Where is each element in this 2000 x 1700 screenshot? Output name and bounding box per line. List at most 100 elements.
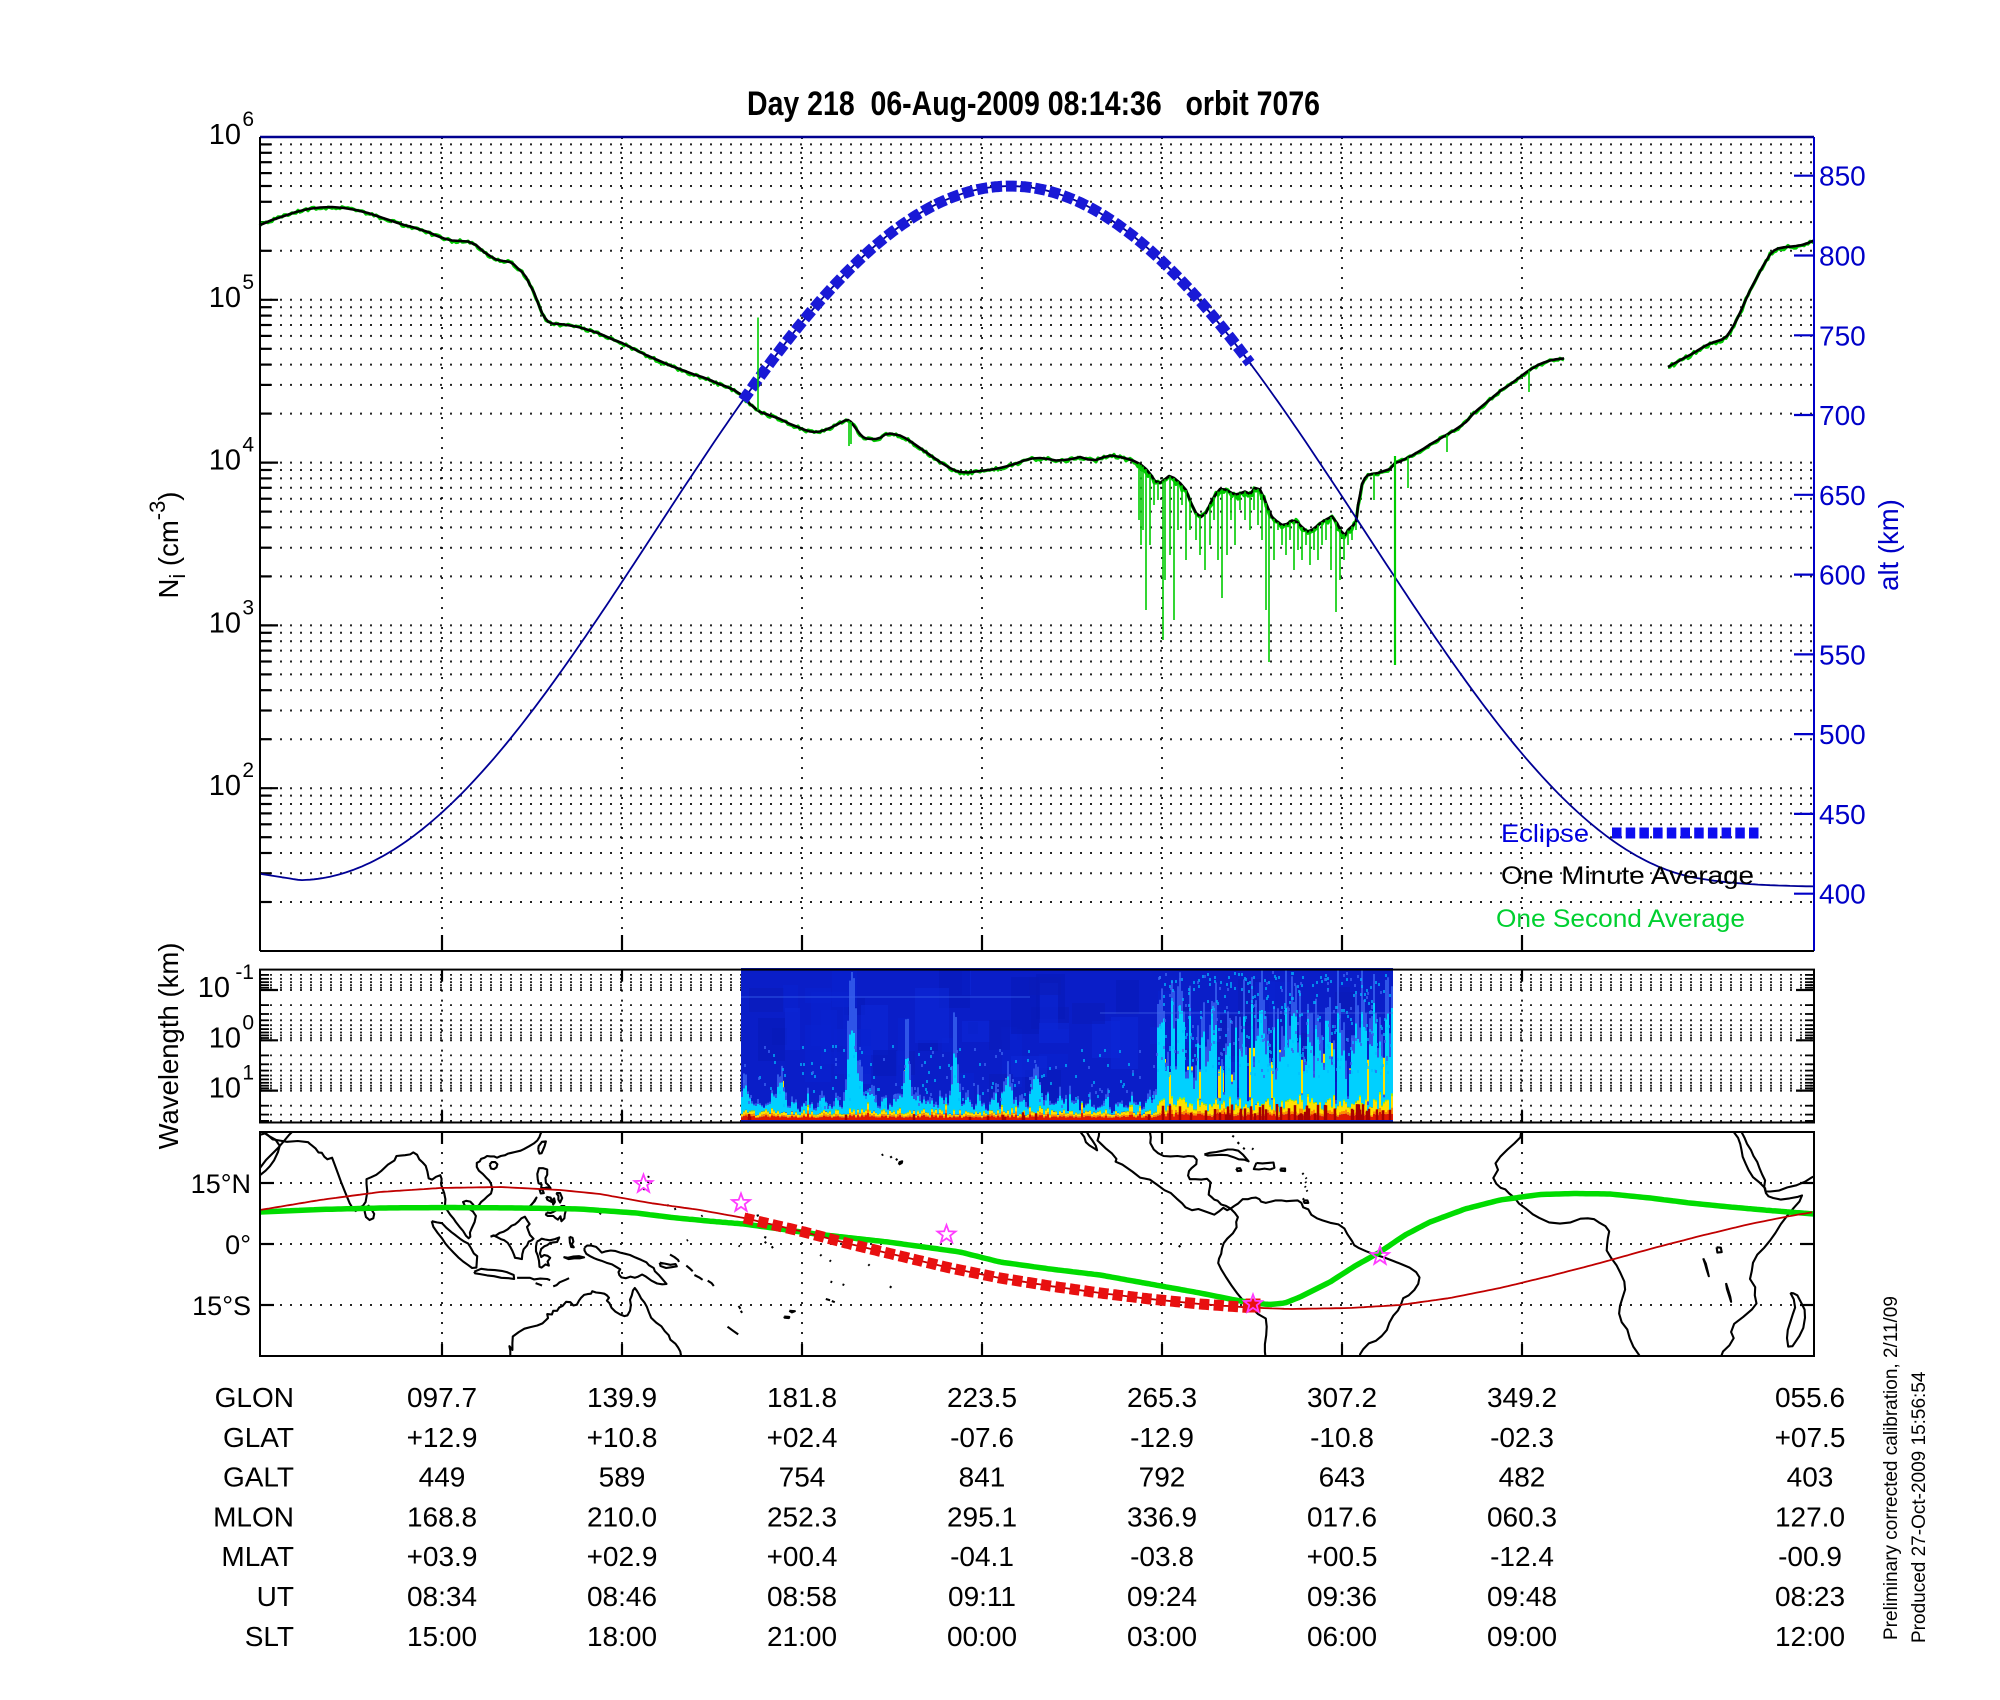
svg-text:Day 218 06-Aug-2009 08:14:36: Day 218 06-Aug-2009 08:14:36 orbit 7076 [747,85,1320,123]
svg-text:09:24: 09:24 [1127,1581,1197,1612]
svg-text:060.3: 060.3 [1487,1501,1557,1532]
svg-text:-10.8: -10.8 [1310,1422,1374,1453]
svg-text:097.7: 097.7 [407,1382,477,1413]
svg-text:One Second Average: One Second Average [1496,905,1745,933]
svg-text:5: 5 [242,271,254,294]
svg-text:alt (km): alt (km) [1873,499,1904,591]
svg-text:643: 643 [1319,1462,1366,1493]
svg-text:754: 754 [779,1462,826,1493]
svg-text:+10.8: +10.8 [587,1422,658,1453]
svg-text:2: 2 [242,759,254,782]
svg-text:-12.9: -12.9 [1130,1422,1194,1453]
svg-text:08:23: 08:23 [1775,1581,1845,1612]
svg-text:265.3: 265.3 [1127,1382,1197,1413]
svg-text:252.3: 252.3 [767,1501,837,1532]
svg-text:08:34: 08:34 [407,1581,477,1612]
svg-text:750: 750 [1819,320,1866,351]
svg-text:589: 589 [599,1462,646,1493]
svg-text:+03.9: +03.9 [407,1541,478,1572]
svg-text:-04.1: -04.1 [950,1541,1014,1572]
svg-text:09:36: 09:36 [1307,1581,1377,1612]
svg-text:449: 449 [419,1462,466,1493]
svg-text:055.6: 055.6 [1775,1382,1845,1413]
svg-text:09:00: 09:00 [1487,1621,1557,1652]
svg-text:600: 600 [1819,560,1866,591]
svg-text:10: 10 [209,282,241,314]
svg-text:792: 792 [1139,1462,1186,1493]
svg-text:+07.5: +07.5 [1775,1422,1846,1453]
svg-text:15:00: 15:00 [407,1621,477,1652]
svg-text:450: 450 [1819,799,1866,830]
svg-text:00:00: 00:00 [947,1621,1017,1652]
svg-text:+02.4: +02.4 [767,1422,838,1453]
svg-text:10: 10 [209,119,241,151]
svg-text:+00.5: +00.5 [1307,1541,1378,1572]
svg-text:181.8: 181.8 [767,1382,837,1413]
svg-text:Produced 27-Oct-2009 15:56:54: Produced 27-Oct-2009 15:56:54 [1909,1371,1930,1643]
svg-text:08:58: 08:58 [767,1581,837,1612]
svg-text:-1: -1 [235,961,254,984]
svg-text:1: 1 [242,1062,254,1085]
svg-text:223.5: 223.5 [947,1382,1017,1413]
svg-text:GLAT: GLAT [223,1422,294,1453]
svg-text:10: 10 [198,972,230,1004]
svg-text:One Minute Average: One Minute Average [1501,862,1754,890]
svg-text:482: 482 [1499,1462,1546,1493]
svg-text:18:00: 18:00 [587,1621,657,1652]
svg-text:GLON: GLON [215,1382,294,1413]
svg-text:10: 10 [209,445,241,477]
svg-text:400: 400 [1819,879,1866,910]
svg-text:650: 650 [1819,480,1866,511]
svg-text:10: 10 [209,1073,241,1105]
svg-text:550: 550 [1819,639,1866,670]
svg-text:Wavelength (km): Wavelength (km) [153,943,184,1150]
svg-text:09:11: 09:11 [948,1581,1016,1612]
svg-text:+02.9: +02.9 [587,1541,658,1572]
svg-text:-00.9: -00.9 [1778,1541,1842,1572]
svg-text:800: 800 [1819,241,1866,272]
svg-text:850: 850 [1819,161,1866,192]
svg-text:UT: UT [257,1581,294,1612]
svg-text:6: 6 [242,108,254,131]
svg-text:15°S: 15°S [192,1291,251,1321]
svg-text:-03.8: -03.8 [1130,1541,1194,1572]
svg-text:12:00: 12:00 [1775,1621,1845,1652]
svg-text:+12.9: +12.9 [407,1422,478,1453]
svg-text:21:00: 21:00 [767,1621,837,1652]
svg-text:349.2: 349.2 [1487,1382,1557,1413]
svg-text:MLON: MLON [213,1501,294,1532]
svg-text:Preliminary corrected calibrat: Preliminary corrected calibration, 2/11/… [1881,1296,1902,1640]
svg-text:-12.4: -12.4 [1490,1541,1554,1572]
svg-text:-02.3: -02.3 [1490,1422,1554,1453]
svg-text:-07.6: -07.6 [950,1422,1014,1453]
svg-text:10: 10 [209,770,241,802]
svg-text:0°: 0° [225,1230,251,1260]
svg-text:08:46: 08:46 [587,1581,657,1612]
svg-text:336.9: 336.9 [1127,1501,1197,1532]
svg-text:3: 3 [242,596,254,619]
svg-text:10: 10 [209,607,241,639]
svg-text:03:00: 03:00 [1127,1621,1197,1652]
svg-text:307.2: 307.2 [1307,1382,1377,1413]
svg-text:500: 500 [1819,719,1866,750]
svg-text:403: 403 [1787,1462,1834,1493]
svg-text:+00.4: +00.4 [767,1541,838,1572]
svg-text:210.0: 210.0 [587,1501,657,1532]
svg-text:841: 841 [959,1462,1006,1493]
svg-text:168.8: 168.8 [407,1501,477,1532]
svg-text:06:00: 06:00 [1307,1621,1377,1652]
svg-text:09:48: 09:48 [1487,1581,1557,1612]
svg-text:Eclipse: Eclipse [1501,820,1589,848]
svg-text:15°N: 15°N [191,1169,251,1199]
svg-text:SLT: SLT [245,1621,294,1652]
svg-text:MLAT: MLAT [221,1541,294,1572]
svg-text:GALT: GALT [223,1462,294,1493]
svg-text:10: 10 [209,1022,241,1054]
svg-text:127.0: 127.0 [1775,1501,1845,1532]
svg-text:700: 700 [1819,400,1866,431]
svg-text:0: 0 [242,1011,254,1034]
svg-text:017.6: 017.6 [1307,1501,1377,1532]
svg-text:295.1: 295.1 [947,1501,1017,1532]
svg-text:139.9: 139.9 [587,1382,657,1413]
svg-text:4: 4 [242,434,254,457]
